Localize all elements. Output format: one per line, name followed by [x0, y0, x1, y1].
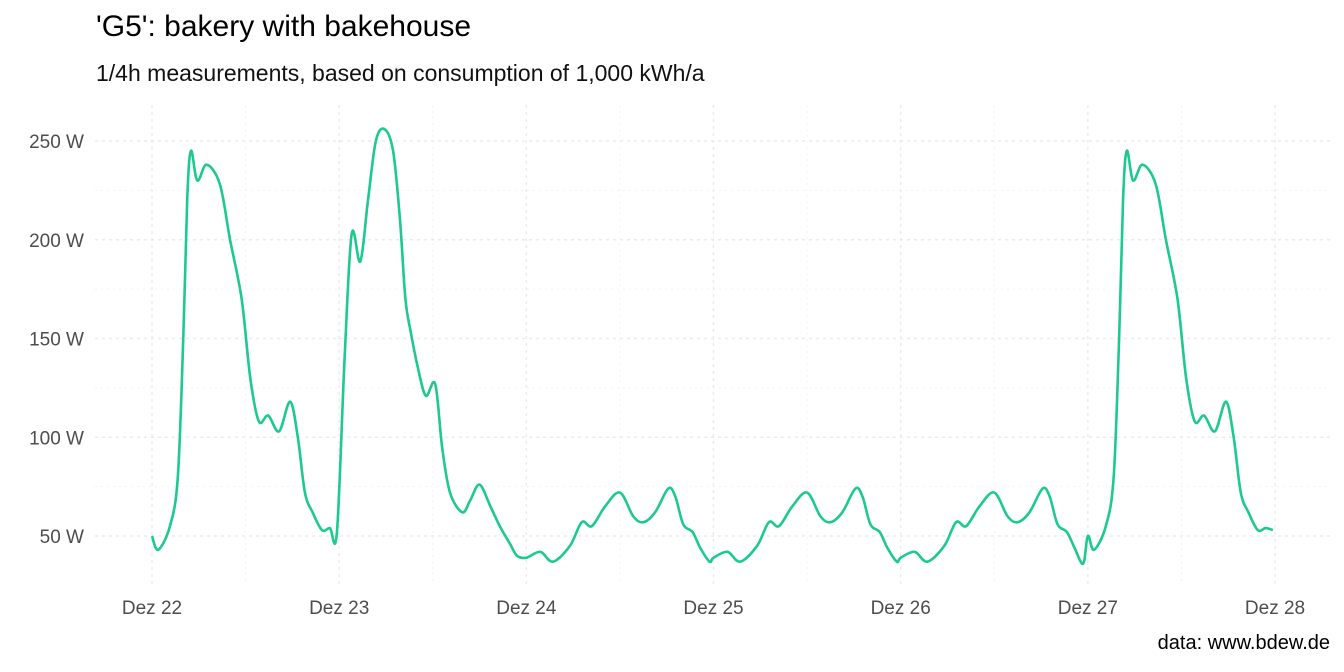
y-tick-label: 250 W [29, 132, 84, 153]
series-line [150, 127, 1274, 566]
x-tick-label: Dez 28 [1245, 598, 1305, 619]
chart-title: 'G5': bakery with bakehouse [96, 10, 471, 43]
y-tick-label: 50 W [40, 527, 84, 548]
chart-subtitle: 1/4h measurements, based on consumption … [96, 60, 705, 86]
x-tick-label: Dez 26 [871, 598, 931, 619]
x-tick-label: Dez 23 [309, 598, 369, 619]
x-tick-label: Dez 22 [122, 598, 182, 619]
x-tick-label: Dez 24 [496, 598, 557, 619]
y-tick-label: 150 W [29, 330, 84, 351]
y-tick-label: 200 W [29, 231, 84, 252]
x-tick-label: Dez 27 [1058, 598, 1118, 619]
y-tick-label: 100 W [29, 428, 84, 449]
x-tick-label: Dez 25 [683, 598, 743, 619]
chart-caption: data: www.bdew.de [1157, 632, 1330, 654]
